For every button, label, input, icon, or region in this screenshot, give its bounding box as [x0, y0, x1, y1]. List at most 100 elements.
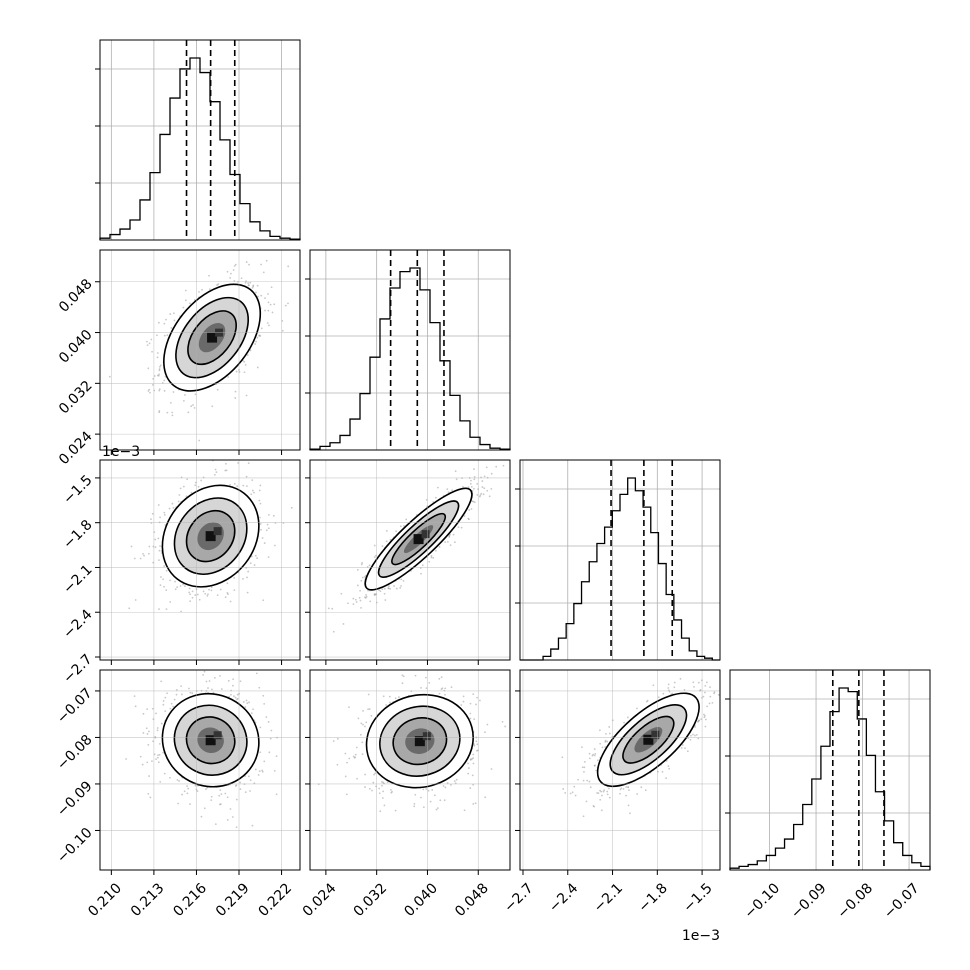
scatter-point — [346, 761, 348, 764]
scatter-point — [211, 688, 213, 691]
scatter-point — [158, 411, 161, 414]
scatter-point — [264, 297, 266, 300]
scatter-point — [158, 549, 161, 552]
scatter-point — [367, 693, 370, 696]
density-content — [108, 259, 290, 442]
scatter-point — [248, 701, 251, 704]
scatter-point — [166, 334, 169, 337]
scatter-point — [151, 512, 154, 515]
scatter-point — [240, 277, 243, 280]
scatter-point — [495, 465, 498, 468]
scatter-point — [504, 725, 507, 728]
histogram-p2 — [520, 477, 720, 661]
scatter-point — [146, 708, 149, 711]
scatter-point — [259, 523, 262, 525]
scatter-point — [178, 780, 180, 782]
scatter-point — [159, 780, 162, 783]
scatter-point — [636, 793, 639, 795]
scatter-point — [469, 712, 472, 715]
scatter-point — [625, 794, 627, 797]
scatter-point — [204, 788, 207, 791]
scatter-point — [435, 808, 438, 811]
scatter-point — [229, 483, 231, 486]
scatter-point — [450, 783, 452, 786]
scatter-point — [413, 805, 416, 808]
density-peak — [213, 527, 222, 536]
scatter-point — [358, 596, 361, 599]
scatter-point — [234, 263, 237, 266]
scatter-point — [340, 592, 343, 595]
scatter-point — [444, 687, 447, 690]
scatter-point — [158, 365, 161, 368]
scatter-point — [450, 686, 453, 689]
scatter-point — [365, 595, 368, 598]
scatter-point — [472, 783, 475, 786]
scatter-point — [196, 790, 199, 793]
scatter-point — [472, 762, 475, 765]
scatter-point — [367, 708, 370, 711]
scatter-point — [422, 788, 425, 791]
scatter-point — [220, 793, 223, 796]
scatter-point — [469, 759, 472, 761]
scatter-point — [490, 487, 493, 490]
scatter-point — [361, 562, 364, 564]
scatter-point — [219, 588, 222, 591]
scatter-point — [242, 701, 245, 703]
scatter-point — [476, 494, 479, 496]
scatter-point — [681, 744, 684, 746]
scatter-point — [163, 322, 166, 325]
scatter-point — [427, 789, 430, 792]
scatter-point — [210, 795, 213, 798]
scatter-point — [160, 722, 163, 725]
scatter-point — [227, 593, 229, 596]
scatter-point — [390, 789, 392, 791]
scatter-point — [189, 600, 192, 603]
scatter-point — [179, 487, 182, 490]
density-panel-p2-p3 — [515, 668, 721, 875]
scatter-point — [357, 717, 360, 720]
scatter-point — [149, 796, 152, 799]
scatter-point — [471, 500, 474, 503]
scatter-point — [230, 693, 232, 696]
scatter-point — [683, 668, 685, 670]
scatter-point — [163, 389, 166, 392]
scatter-point — [467, 767, 470, 769]
scatter-point — [473, 468, 475, 470]
scatter-point — [173, 319, 176, 322]
scatter-point — [184, 289, 187, 292]
scatter-point — [475, 703, 477, 706]
scatter-point — [265, 716, 268, 718]
scatter-point — [203, 807, 206, 810]
scatter-point — [275, 793, 278, 796]
scatter-point — [159, 516, 161, 519]
scatter-point — [433, 794, 436, 797]
density-peak — [207, 332, 218, 343]
scatter-point — [134, 705, 137, 708]
scatter-point — [472, 753, 475, 756]
scatter-point — [420, 572, 422, 575]
marginal-panel-p2 — [515, 459, 721, 661]
scatter-point — [179, 585, 182, 587]
scatter-point — [386, 781, 389, 784]
scatter-point — [239, 781, 242, 784]
scatter-point — [269, 303, 272, 306]
scatter-point — [267, 721, 270, 723]
scatter-point — [594, 752, 597, 755]
scatter-point — [381, 797, 384, 799]
scatter-point — [472, 803, 475, 805]
scatter-point — [250, 493, 253, 496]
scatter-point — [446, 541, 449, 543]
scatter-point — [438, 677, 441, 680]
scatter-point — [244, 706, 247, 708]
density-peak — [414, 736, 425, 747]
scatter-point — [182, 583, 184, 586]
panel-frame — [99, 459, 301, 661]
scatter-point — [362, 723, 364, 726]
scatter-point — [384, 599, 387, 601]
scatter-point — [344, 775, 347, 778]
scatter-point — [345, 793, 348, 796]
scatter-point — [166, 411, 169, 414]
scatter-point — [361, 576, 364, 579]
scatter-point — [171, 414, 174, 417]
scatter-point — [177, 500, 180, 503]
